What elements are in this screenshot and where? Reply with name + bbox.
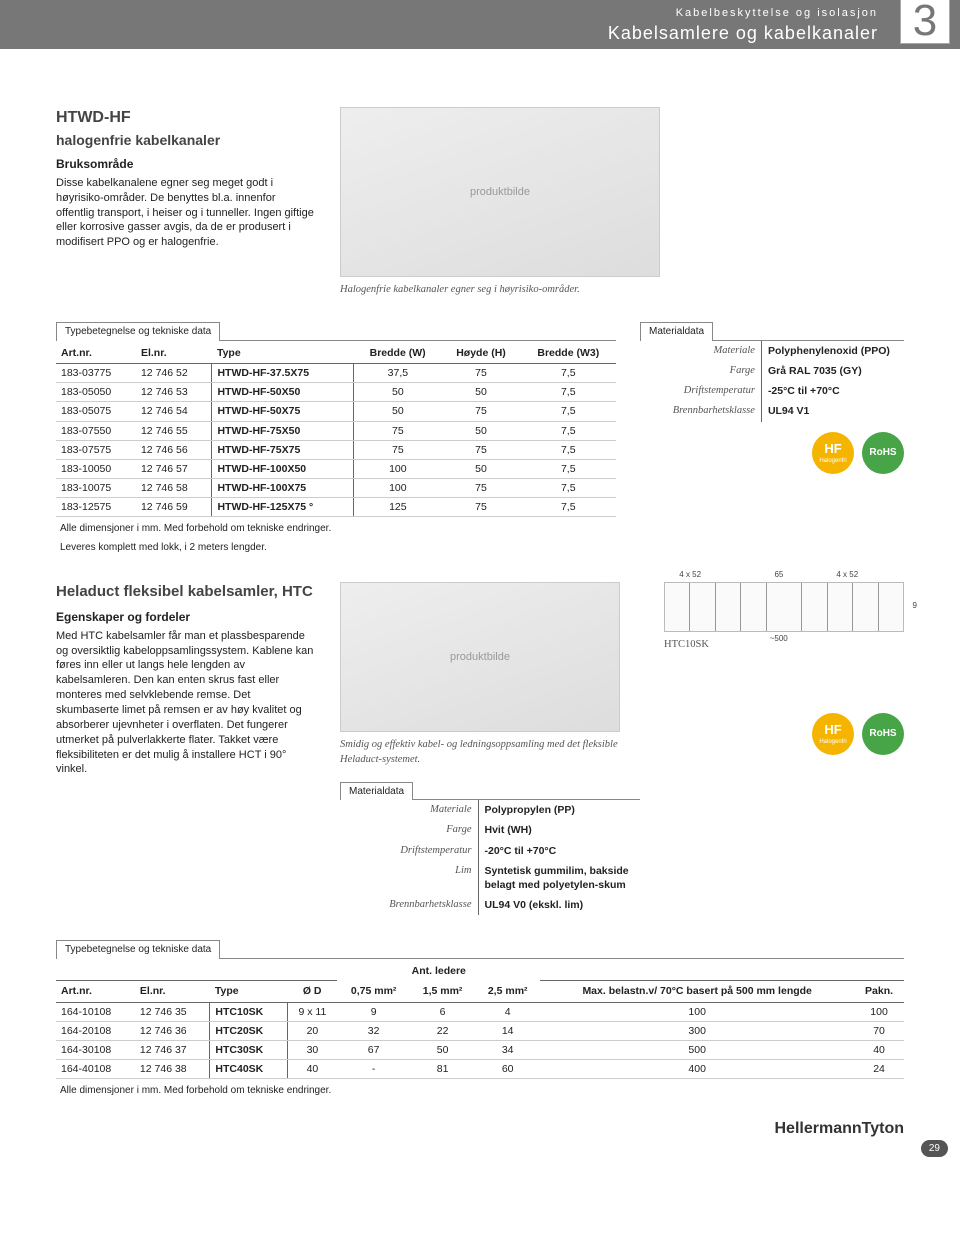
s2-tech-tab: Typebetegnelse og tekniske data (56, 940, 220, 959)
s2-figure-caption: Smidig og effektiv kabel- og ledningsopp… (340, 738, 640, 766)
table-row: 164-3010812 746 37HTC30SK3067503450040 (56, 1040, 904, 1059)
table-row: 183-0507512 746 54HTWD-HF-50X7550757,5 (56, 402, 616, 421)
s2-props-heading: Egenskaper og fordeler (56, 609, 316, 625)
section2-top: Heladuct fleksibel kabelsamler, HTC Egen… (56, 582, 904, 915)
rohs-badge: RoHS (862, 713, 904, 755)
header-subcategory: Kabelsamlere og kabelkanaler (12, 21, 948, 45)
s1-area-text: Disse kabelkanalene egner seg meget godt… (56, 176, 316, 250)
s2-footnote: Alle dimensjoner i mm. Med forbehold om … (60, 1084, 904, 1098)
s1-title-1: HTWD-HF (56, 107, 316, 129)
table-row: 164-2010812 746 36HTC20SK2032221430070 (56, 1021, 904, 1040)
table-row: 183-0377512 746 52HTWD-HF-37.5X7537,5757… (56, 363, 616, 382)
table-row: 183-0505012 746 53HTWD-HF-50X5050507,5 (56, 383, 616, 402)
hf-badge: HF Halogenfri (812, 432, 854, 474)
s1-badges: HF Halogenfri RoHS (640, 432, 904, 474)
table-row: MaterialePolypropylen (PP) (340, 800, 640, 820)
s1-footnote1: Alle dimensjoner i mm. Med forbehold om … (60, 522, 616, 536)
table-row: 183-1005012 746 57HTWD-HF-100X50100507,5 (56, 459, 616, 478)
s1-tech-tab: Typebetegnelse og tekniske data (56, 322, 220, 341)
table-row: LimSyntetisk gummilim, bakside belagt me… (340, 861, 640, 895)
s1-title-2: halogenfrie kabelkanaler (56, 131, 316, 150)
table-row: 183-1257512 746 59HTWD-HF-125X75 °125757… (56, 498, 616, 517)
table-row: 164-4010812 746 38HTC40SK40-816040024 (56, 1060, 904, 1079)
table-row: MaterialePolyphenylenoxid (PPO) (640, 341, 904, 361)
page-header: Kabelbeskyttelse og isolasjon Kabelsamle… (0, 0, 960, 49)
table-row: Driftstemperatur-20°C til +70°C (340, 841, 640, 861)
s2-product-image: produktbilde (340, 582, 620, 732)
brand-logo: HellermannTyton (56, 1118, 904, 1140)
table-row: BrennbarhetsklasseUL94 V0 (ekskl. lim) (340, 895, 640, 915)
header-category: Kabelbeskyttelse og isolasjon (12, 6, 948, 21)
section1-tables: Typebetegnelse og tekniske data Art.nr.E… (56, 321, 904, 558)
table-row: FargeHvit (WH) (340, 820, 640, 840)
s2-dimension-diagram: 4 x 52 65 4 x 52 9 ~500 (664, 582, 904, 632)
s1-material-table: MaterialePolyphenylenoxid (PPO)FargeGrå … (640, 341, 904, 422)
s1-tech-table: Art.nr.El.nr.TypeBredde (W)Høyde (H)Bred… (56, 343, 616, 518)
table-row: FargeGrå RAL 7035 (GY) (640, 361, 904, 381)
s1-material-tab: Materialdata (640, 322, 713, 341)
table-row: Driftstemperatur-25°C til +70°C (640, 381, 904, 401)
s2-tech-table: Ant. ledereArt.nr.El.nr.TypeØ D0,75 mm²1… (56, 961, 904, 1080)
table-row: 183-0757512 746 56HTWD-HF-75X7575757,5 (56, 440, 616, 459)
hf-badge: HF Halogenfri (812, 713, 854, 755)
s1-figure-caption: Halogenfrie kabelkanaler egner seg i høy… (340, 283, 904, 297)
s1-footnote2: Leveres komplett med lokk, i 2 meters le… (60, 541, 616, 555)
page-number: 29 (921, 1140, 948, 1158)
s1-product-image: produktbilde (340, 107, 660, 277)
rohs-badge: RoHS (862, 432, 904, 474)
s2-material-tab: Materialdata (340, 782, 413, 801)
s2-badges: HF Halogenfri RoHS (664, 713, 904, 755)
s2-material-table: MaterialePolypropylen (PP)FargeHvit (WH)… (340, 800, 640, 915)
table-row: BrennbarhetsklasseUL94 V1 (640, 401, 904, 421)
section1-top: HTWD-HF halogenfrie kabelkanaler Bruksom… (56, 107, 904, 297)
table-row: 183-1007512 746 58HTWD-HF-100X75100757,5 (56, 479, 616, 498)
chapter-number: 3 (900, 0, 950, 44)
s2-props-text: Med HTC kabelsamler får man et plassbesp… (56, 629, 316, 777)
s1-area-heading: Bruksområde (56, 156, 316, 172)
s2-title: Heladuct fleksibel kabelsamler, HTC (56, 582, 316, 602)
table-row: 164-1010812 746 35HTC10SK9 x 11964100100 (56, 1002, 904, 1021)
table-row: 183-0755012 746 55HTWD-HF-75X5075507,5 (56, 421, 616, 440)
